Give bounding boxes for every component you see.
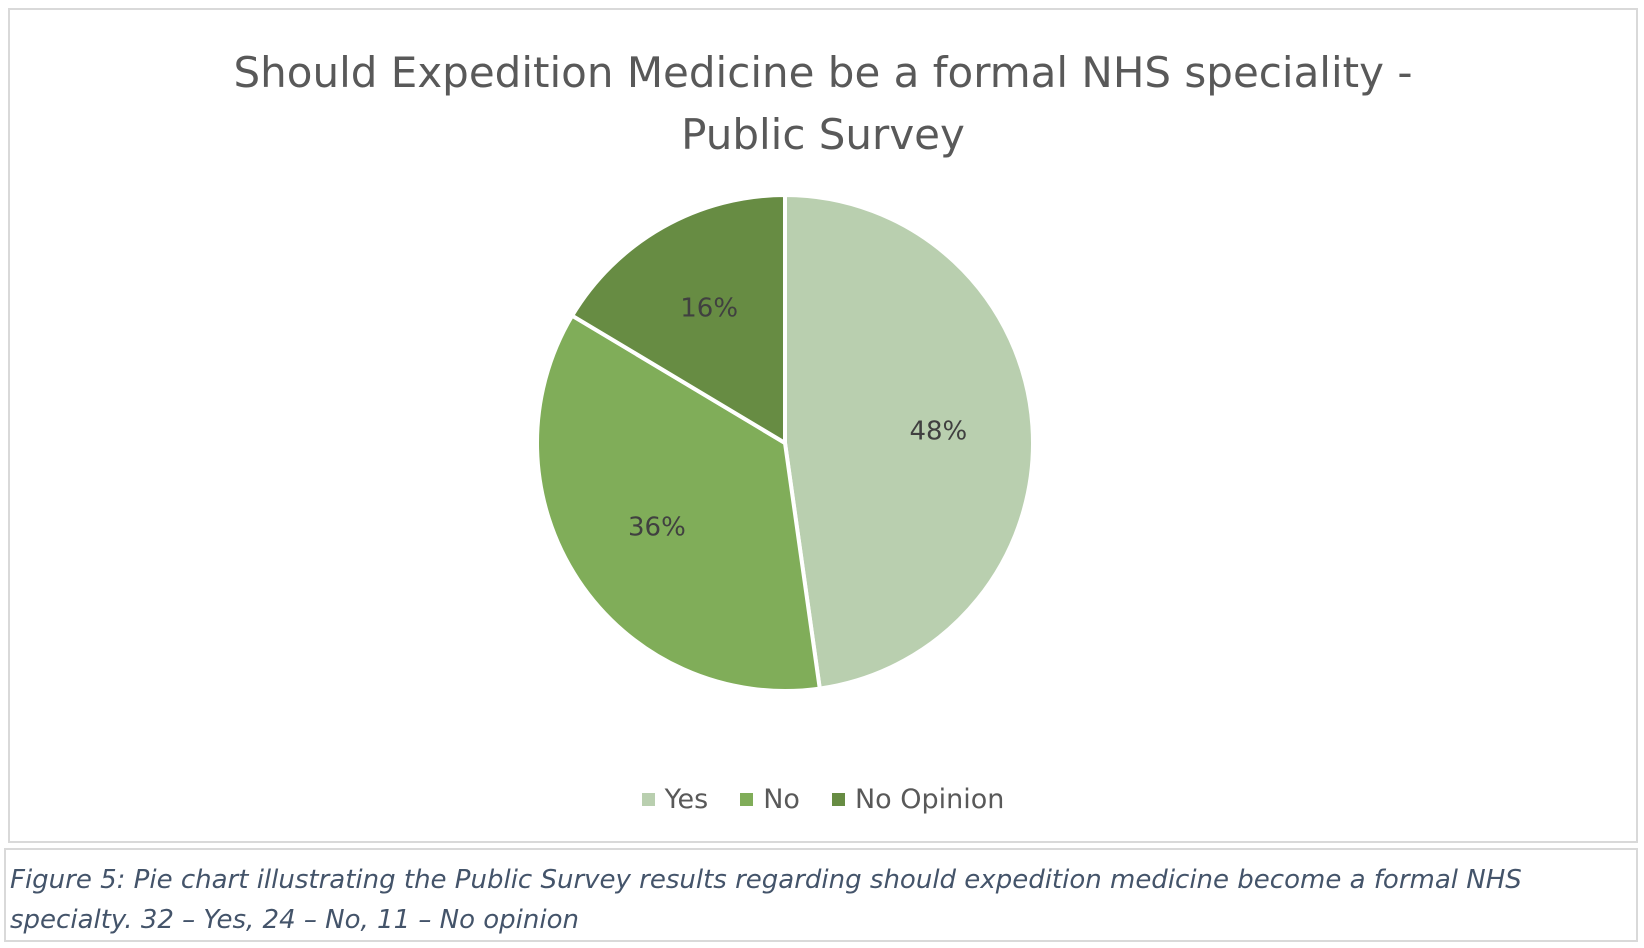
pie-slices (535, 193, 1035, 693)
legend-label-no: No (763, 784, 800, 815)
legend-swatch-no (740, 793, 754, 806)
legend-label-yes: Yes (664, 784, 709, 815)
legend-swatch-yes (641, 793, 655, 806)
pie-slice-no-opinion (570, 193, 787, 445)
figure-caption: Figure 5: Pie chart illustrating the Pub… (4, 848, 1638, 942)
legend-item-no: No (740, 784, 800, 815)
pie-label-no-opinion: 16% (680, 294, 738, 324)
pie-labels: 48% 36% 16% (628, 294, 967, 543)
legend-item-no-opinion: No Opinion (831, 784, 1005, 815)
chart-title: Should Expedition Medicine be a formal N… (10, 42, 1636, 166)
legend-item-yes: Yes (641, 784, 709, 815)
pie-chart: 48% 36% 16% (535, 193, 1035, 693)
chart-title-line-1: Should Expedition Medicine be a formal N… (233, 48, 1413, 97)
pie-slice-no (535, 313, 822, 693)
legend: Yes No No Opinion (10, 784, 1636, 815)
pie-label-no: 36% (628, 513, 686, 543)
pie-label-yes: 48% (909, 417, 967, 447)
pie-slice-yes (783, 193, 1035, 691)
legend-swatch-no-opinion (831, 793, 845, 806)
chart-frame: Should Expedition Medicine be a formal N… (8, 8, 1638, 843)
chart-title-line-2: Public Survey (681, 110, 965, 159)
legend-label-no-opinion: No Opinion (854, 784, 1005, 815)
